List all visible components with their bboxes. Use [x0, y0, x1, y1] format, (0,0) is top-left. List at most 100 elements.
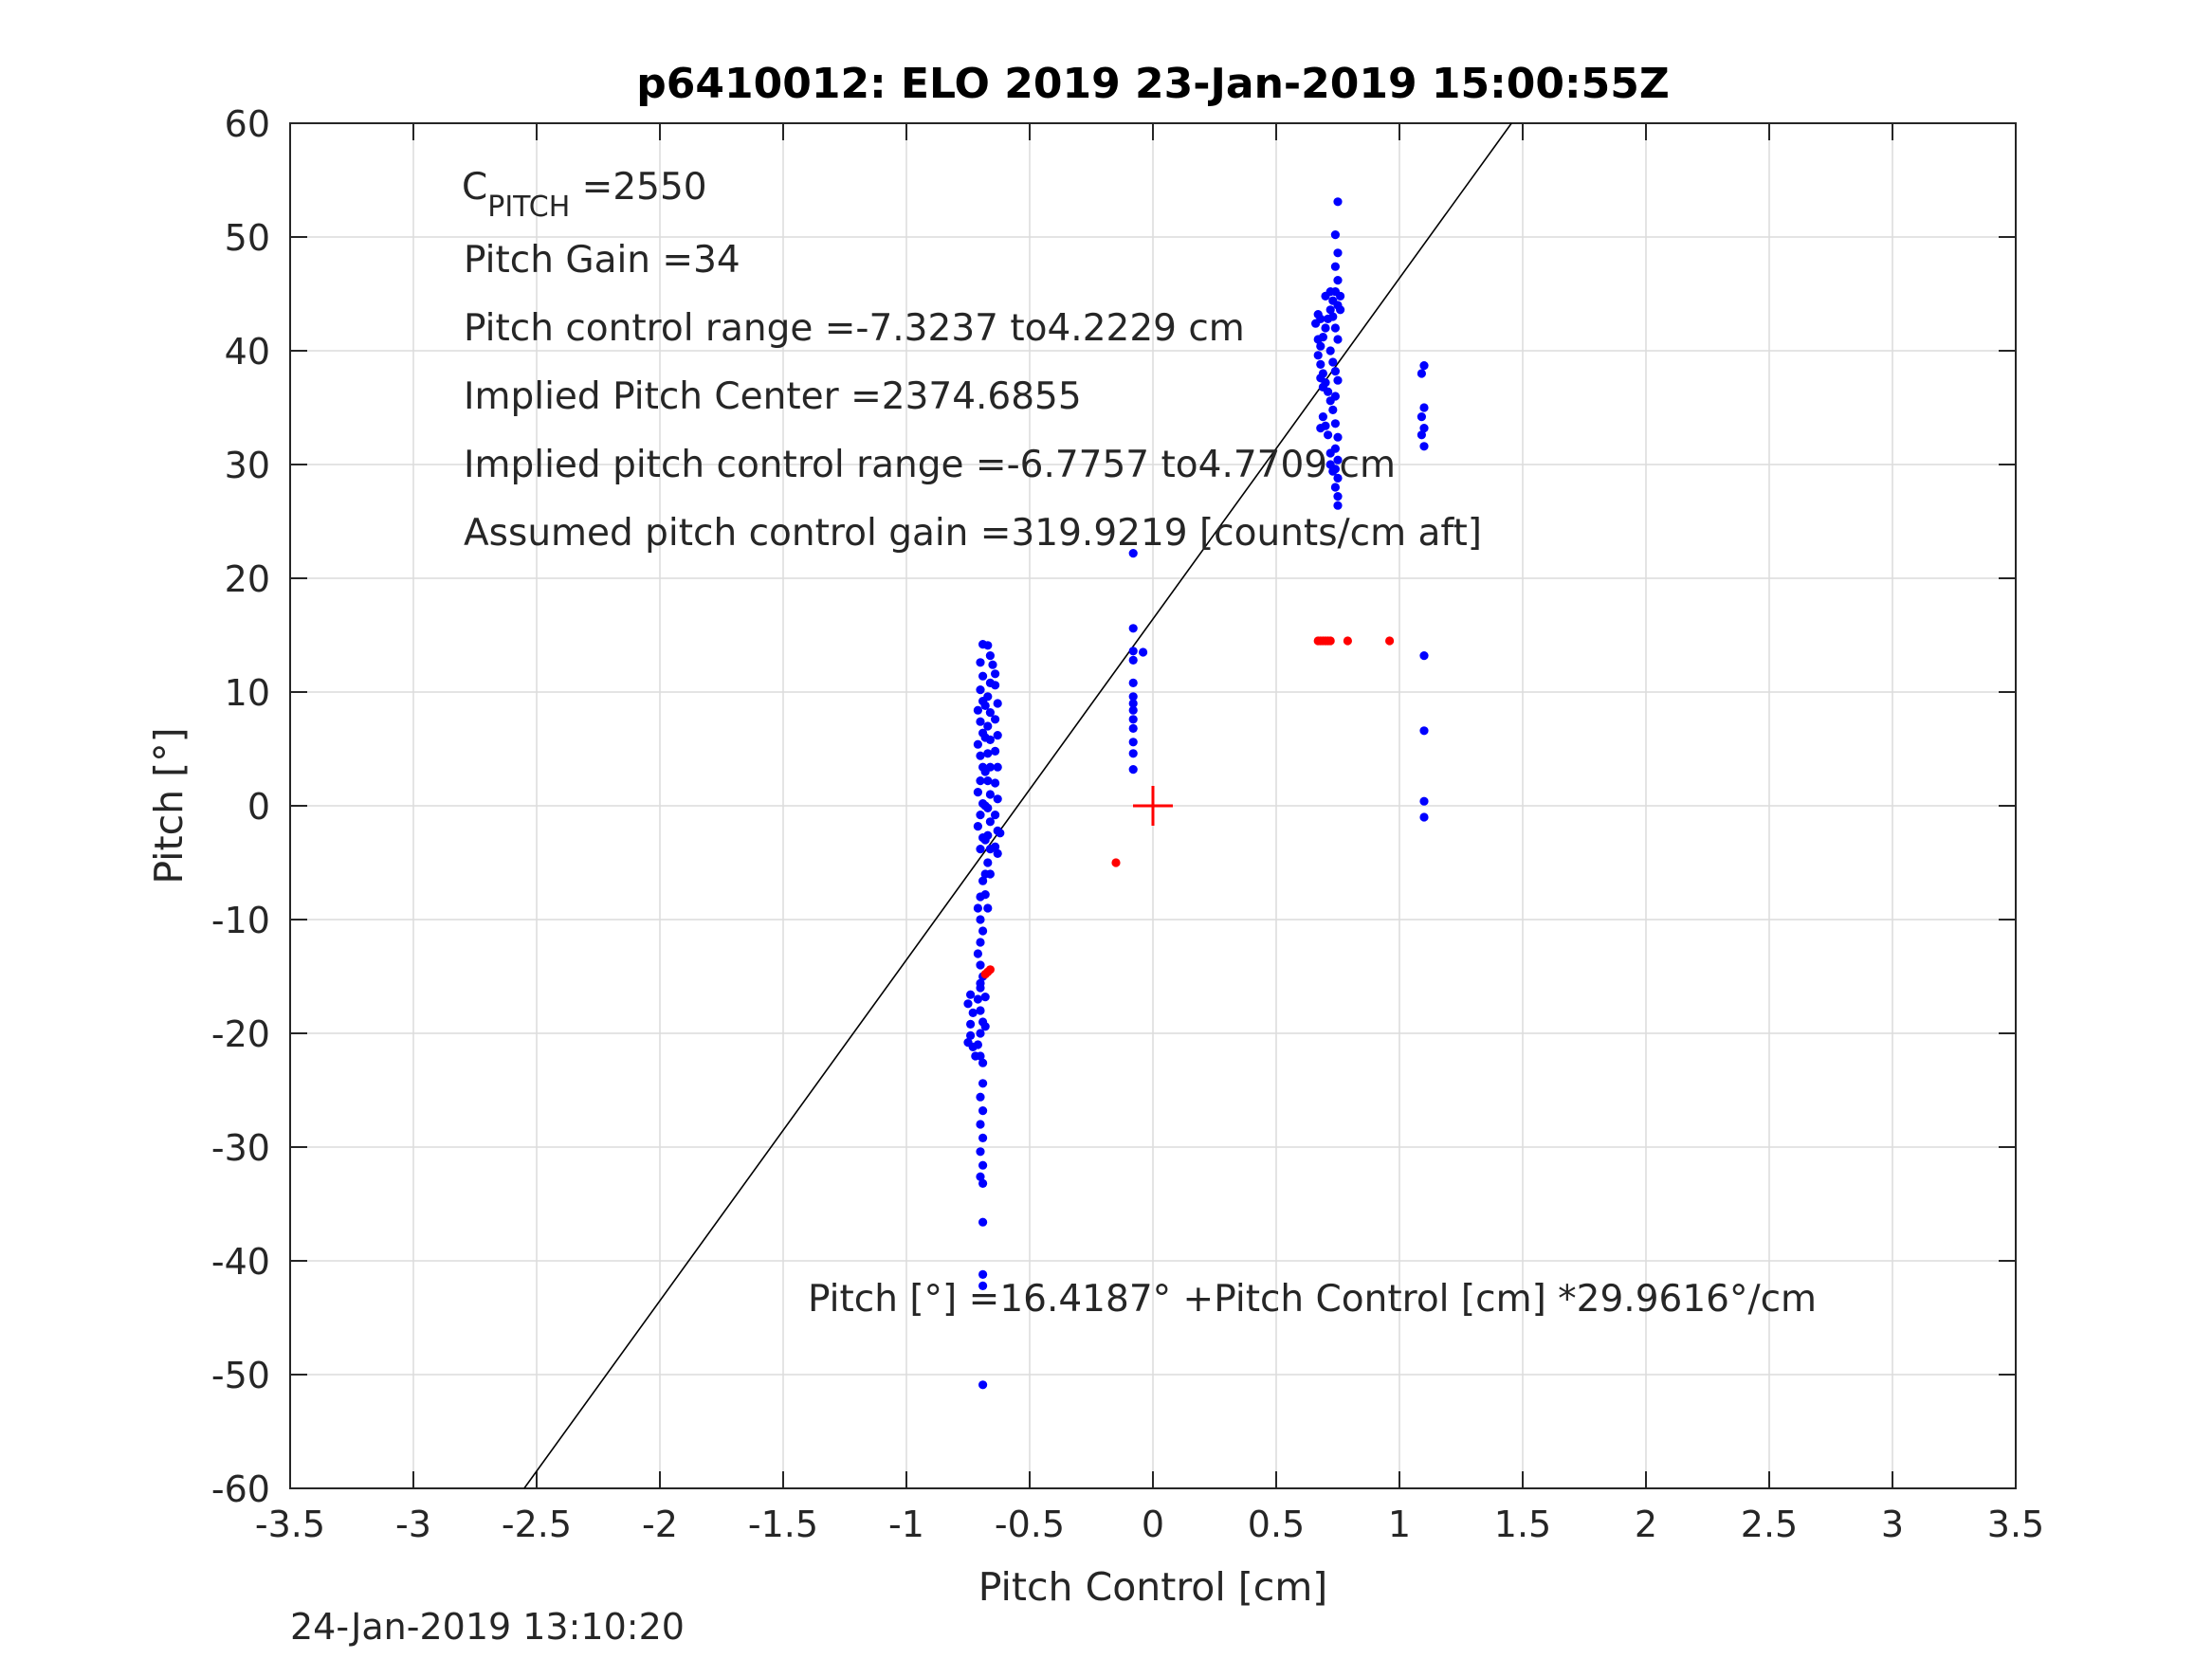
data-point	[976, 1092, 985, 1102]
data-point	[1333, 197, 1343, 207]
data-point	[1343, 636, 1352, 646]
data-point	[963, 999, 973, 1009]
data-point	[1330, 262, 1340, 271]
x-tick-label: -2	[642, 1504, 678, 1545]
x-tick-label: 0	[1142, 1504, 1164, 1545]
data-point	[976, 685, 985, 695]
data-point	[1128, 692, 1138, 702]
data-point	[976, 658, 985, 667]
data-point	[1325, 346, 1335, 356]
pitch-gain-annotation: Pitch Gain =34	[464, 239, 740, 282]
data-point	[1328, 405, 1338, 414]
chart-title: p6410012: ELO 2019 23-Jan-2019 15:00:55Z	[636, 60, 1669, 108]
data-point	[1313, 335, 1323, 344]
y-axis-label: Pitch [°]	[146, 727, 192, 884]
data-point	[1333, 492, 1343, 501]
x-tick-label: 2.5	[1741, 1504, 1798, 1545]
data-point	[983, 641, 993, 650]
c-pitch-annotation: CPITCH =2550	[462, 166, 707, 224]
data-point	[966, 990, 976, 999]
data-point	[1316, 341, 1325, 351]
c-pitch-main: C	[462, 166, 487, 209]
data-point	[1330, 367, 1340, 376]
y-tick-label: -20	[211, 1013, 270, 1055]
data-point	[983, 721, 993, 731]
data-point	[1419, 726, 1429, 736]
data-point	[991, 746, 1000, 757]
data-point	[973, 788, 982, 797]
data-point	[993, 762, 1002, 772]
data-point	[980, 835, 990, 845]
data-point	[968, 1008, 978, 1017]
plot-content	[523, 122, 1512, 1489]
y-tick-label: 40	[225, 331, 270, 373]
x-tick-label: -1	[888, 1504, 924, 1545]
data-point	[985, 817, 995, 827]
data-point	[991, 669, 1000, 679]
x-tick-label: 1.5	[1494, 1504, 1551, 1545]
fit-equation-annotation: Pitch [°] =16.4187° +Pitch Control [cm] …	[808, 1278, 1817, 1321]
implied-range-annotation: Implied pitch control range =-6.7757 to4…	[464, 444, 1396, 486]
data-point	[985, 790, 995, 799]
data-point	[1128, 678, 1138, 688]
data-point	[1419, 361, 1429, 371]
data-point	[976, 960, 985, 970]
data-point	[978, 671, 988, 681]
data-point	[980, 701, 990, 711]
data-point	[973, 739, 982, 749]
x-tick-label: 2	[1635, 1504, 1657, 1545]
data-point	[1333, 473, 1343, 483]
data-point	[1419, 796, 1429, 806]
data-point	[973, 705, 982, 715]
data-point	[1321, 323, 1330, 333]
x-tick-labels: -3.5 -3 -2.5 -2 -1.5 -1 -0.5 0 0.5 1 1.5 2 2.5 3 3.5	[255, 1504, 2044, 1545]
data-point	[1318, 412, 1327, 422]
data-point	[991, 811, 1000, 820]
x-tick-label: 3.5	[1987, 1504, 2044, 1545]
data-point	[1316, 374, 1325, 383]
data-point	[978, 1380, 988, 1390]
data-point	[1316, 359, 1325, 369]
data-point	[983, 692, 993, 702]
data-point	[1111, 858, 1121, 867]
data-point	[1316, 314, 1325, 323]
data-point	[1333, 501, 1343, 510]
data-point	[1330, 323, 1340, 333]
data-point	[976, 978, 985, 988]
data-point	[1417, 412, 1426, 422]
axis-ticks	[289, 122, 2017, 1489]
data-point	[966, 1019, 976, 1029]
control-gain-annotation: Assumed pitch control gain =319.9219 [co…	[464, 512, 1482, 555]
data-point	[991, 715, 1000, 724]
data-point	[976, 915, 985, 924]
data-point	[978, 1160, 988, 1170]
data-point	[1128, 549, 1138, 558]
data-point	[996, 829, 1005, 838]
x-tick-label: -3.5	[255, 1504, 325, 1545]
y-tick-label: 50	[225, 217, 270, 259]
data-point	[991, 681, 1000, 690]
data-point	[1128, 699, 1138, 708]
x-tick-label: 3	[1881, 1504, 1904, 1545]
data-point	[1385, 636, 1395, 646]
y-tick-label: 60	[225, 103, 270, 145]
data-point	[968, 1042, 978, 1051]
data-point	[1333, 375, 1343, 385]
data-point	[1328, 312, 1338, 321]
data-point	[1328, 466, 1338, 476]
data-point	[1417, 430, 1426, 440]
data-point	[983, 903, 993, 913]
y-tick-label: 20	[225, 558, 270, 600]
data-point	[1330, 419, 1340, 428]
data-point	[1128, 749, 1138, 758]
fit-line	[523, 122, 1512, 1489]
data-point	[976, 751, 985, 760]
data-point	[976, 845, 985, 854]
x-tick-label: 0.5	[1248, 1504, 1305, 1545]
y-tick-label: 0	[247, 786, 270, 828]
data-point	[978, 1178, 988, 1188]
data-point	[991, 842, 1000, 851]
y-tick-label: -60	[211, 1468, 270, 1510]
data-point	[1328, 357, 1338, 367]
